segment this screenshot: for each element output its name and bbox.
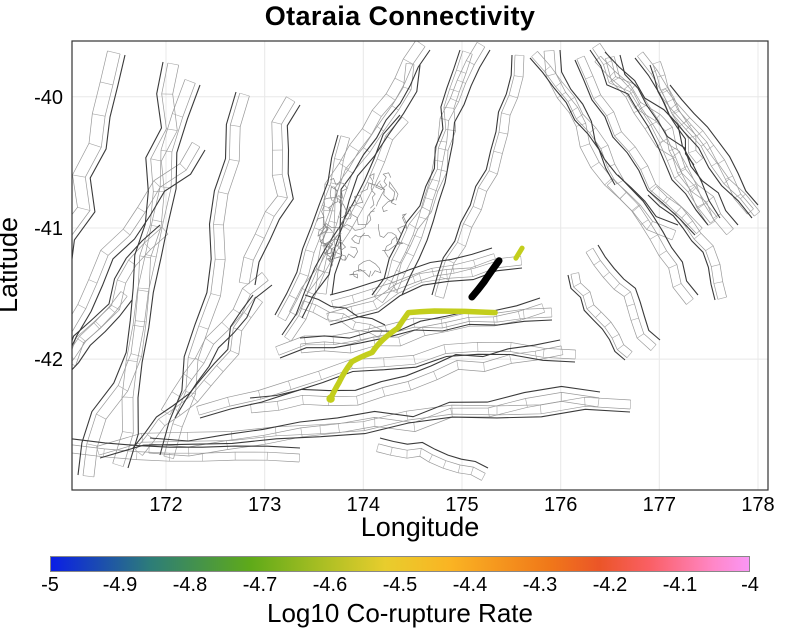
svg-text:-4.3: -4.3 [523, 574, 557, 596]
svg-text:-4.2: -4.2 [593, 574, 627, 596]
svg-text:-4.6: -4.6 [313, 574, 347, 596]
svg-text:-4.9: -4.9 [103, 574, 137, 596]
svg-text:-4.4: -4.4 [453, 574, 487, 596]
svg-text:-5: -5 [41, 574, 59, 596]
svg-text:-4.1: -4.1 [663, 574, 697, 596]
svg-text:-4.8: -4.8 [173, 574, 207, 596]
svg-text:-4: -4 [741, 574, 759, 596]
svg-text:-4.5: -4.5 [383, 574, 417, 596]
svg-text:-4.7: -4.7 [243, 574, 277, 596]
